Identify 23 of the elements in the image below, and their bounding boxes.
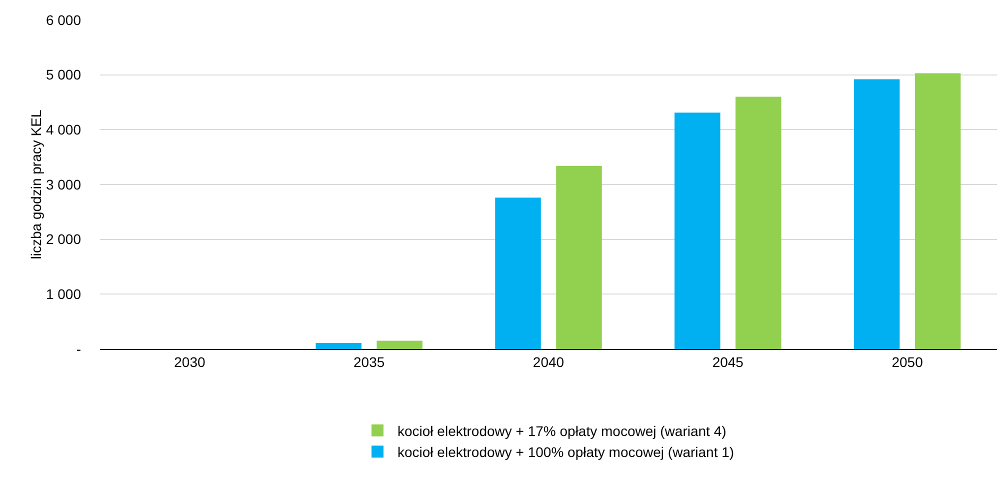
bar [556,166,602,349]
y-tick-label: 6 000 [46,12,82,28]
bar [674,112,720,349]
bar [854,79,900,349]
x-tick-label: 2045 [712,354,744,370]
x-tick-label: 2050 [892,354,924,370]
x-tick-label: 2030 [174,354,206,370]
y-tick-label: 1 000 [46,286,82,302]
x-tick-label: 2035 [354,354,385,370]
legend-label: kocioł elektrodowy + 100% opłaty mocowej (wariant 1) [398,444,734,460]
bar [914,73,961,349]
y-tick-label: - [76,340,82,357]
y-tick-label: 2 000 [46,231,82,248]
bar [316,342,362,349]
y-axis-title: liczba godzin pracy KEL [28,110,44,260]
x-tick-label: 2040 [532,354,564,370]
bar [736,96,782,349]
legend-label: kocioł elektrodowy + 17% opłaty mocowej (wariant 4) [398,422,726,439]
y-tick-label: 3 000 [46,176,82,192]
bar [376,340,422,349]
y-tick-label: 4 000 [46,122,82,138]
y-tick-label: 5 000 [46,66,82,83]
bar [495,198,541,349]
